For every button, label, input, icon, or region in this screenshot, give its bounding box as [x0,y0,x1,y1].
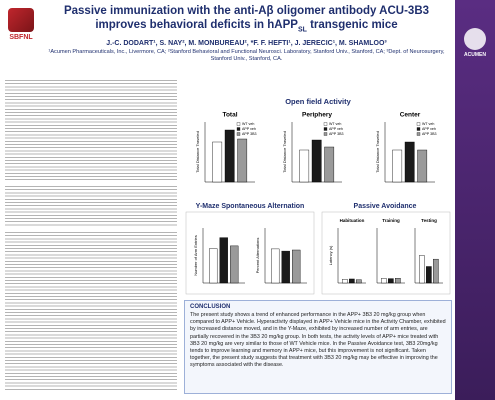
section-heading: Open field Activity [285,97,351,106]
bar [417,149,428,183]
affiliations: ¹Acumen Pharmaceuticals, Inc., Livermore… [48,49,445,63]
bar [292,249,301,284]
chart-title: Testing [421,218,437,223]
bar [230,245,239,284]
bar [388,278,394,284]
legend-swatch [323,132,328,136]
y-axis-label: Total Distance Traveled [195,131,200,173]
title-end: transgenic mice [306,19,398,31]
conclusion-box: CONCLUSION The present study shows a tre… [184,300,452,394]
legend-label: APP veh [422,127,436,131]
bar [356,279,362,284]
legend-swatch [416,127,421,131]
chart-title: Habituation [340,218,365,223]
bar [224,129,235,183]
figures: Open field Activity Y-Maze Spontaneous A… [185,97,451,295]
abstract-text [5,80,177,180]
legend-swatch [236,122,241,126]
y-axis-label: Percent Alternations [255,238,260,274]
bar [219,237,228,284]
bar [299,149,310,183]
conclusion-heading: CONCLUSION [190,304,231,310]
bar [237,138,248,183]
legend-swatch [236,127,241,131]
legend-label: APP 3B3 [422,132,437,136]
chart-title: Total [222,112,237,119]
logo-text: SBFNL [9,34,33,41]
legend-label: WT veh [329,122,341,126]
bar [209,248,218,284]
header: Passive immunization with the anti-Aβ ol… [44,4,449,63]
logo-text: ACUMEN [464,52,486,58]
bar [381,278,387,284]
logo-mark [464,28,486,50]
side-strip [455,0,495,400]
left-logo: SBFNL [3,8,39,41]
bar [404,141,415,183]
chart-title: Training [382,218,400,223]
bar [271,248,280,284]
bar [324,146,335,183]
bar [342,279,348,284]
legend-label: APP 3B3 [242,132,257,136]
y-axis-label: Latency (s) [328,245,333,265]
legend-swatch [323,122,328,126]
y-axis-label: Total Distance Traveled [282,131,287,173]
title-main: Passive immunization with the anti-Aβ ol… [63,5,430,31]
bar [311,139,322,183]
legend-swatch [416,132,421,136]
right-logo: ACUMEN [459,28,491,58]
intro-text [5,186,177,226]
legend-swatch [416,122,421,126]
legend-label: APP 3B3 [329,132,344,136]
authors: J.-C. DODART¹, S. NAY², M. MONBUREAU², *… [106,40,387,48]
bar [395,278,401,284]
legend-label: APP veh [242,127,256,131]
conclusion-text: The present study shows a trend of enhan… [190,312,446,369]
methods-text [5,232,177,392]
title-sub: SL [297,26,307,34]
y-axis-label: Number of Arm Entries [193,235,198,275]
legend-label: APP veh [329,127,343,131]
title: Passive immunization with the anti-Aβ ol… [44,4,449,37]
section-heading: Passive Avoidance [354,203,417,210]
bar [419,255,425,284]
legend-label: WT veh [422,122,434,126]
chart-title: Center [400,112,421,119]
y-axis-label: Total Distance Traveled [375,131,380,173]
legend-label: WT veh [242,122,254,126]
bar [392,149,403,183]
logo-mark [8,8,34,32]
bar [212,141,223,183]
bar [281,250,290,284]
bar [426,266,432,284]
bar [433,258,439,284]
legend-swatch [236,132,241,136]
chart-title: Periphery [302,112,332,119]
section-heading: Y-Maze Spontaneous Alternation [196,203,305,210]
bar [349,278,355,284]
legend-swatch [323,127,328,131]
